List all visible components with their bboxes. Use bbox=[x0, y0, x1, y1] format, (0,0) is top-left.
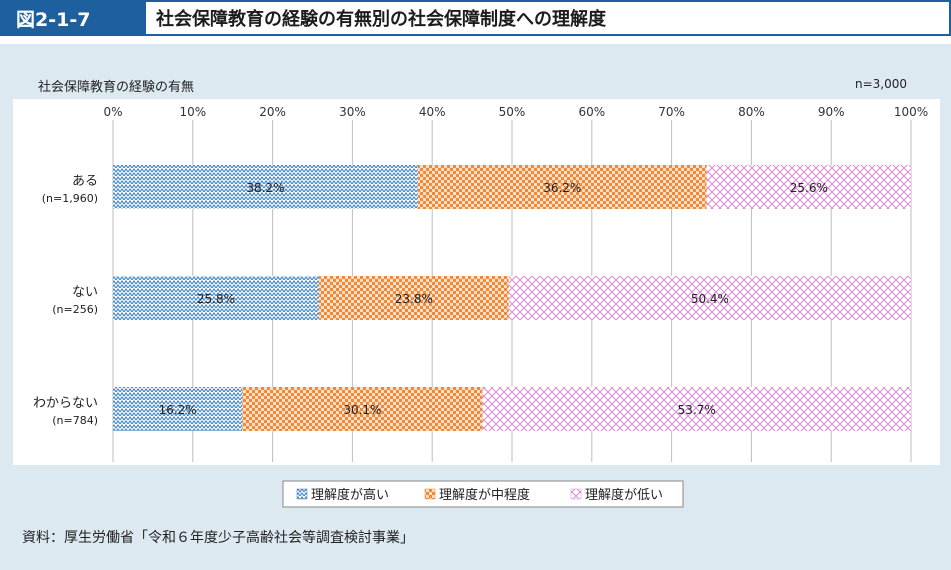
data-label: 30.1% bbox=[343, 403, 381, 417]
data-label: 36.2% bbox=[543, 181, 581, 195]
legend-label: 理解度が高い bbox=[311, 487, 389, 503]
figure-header: 図2-1-7 社会保障教育の経験の有無別の社会保障制度への理解度 bbox=[0, 0, 951, 36]
x-axis-ticks: 0% 10% 20% 30% 40% 50% 60% 70% 80% 90% 100% bbox=[103, 105, 928, 119]
category-n-label: (n=1,960) bbox=[42, 192, 98, 205]
x-tick-label: 80% bbox=[738, 105, 765, 119]
bar-segment bbox=[417, 165, 707, 209]
category-n-label: (n=256) bbox=[52, 303, 98, 316]
bar-segment bbox=[113, 387, 243, 431]
figure-title: 社会保障教育の経験の有無別の社会保障制度への理解度 bbox=[146, 0, 951, 36]
bar-segment bbox=[706, 165, 911, 209]
bar-segment bbox=[508, 276, 911, 320]
data-label: 25.6% bbox=[790, 181, 828, 195]
x-tick-label: 50% bbox=[499, 105, 526, 119]
x-tick-label: 0% bbox=[103, 105, 122, 119]
x-tick-label: 100% bbox=[894, 105, 928, 119]
data-label: 23.8% bbox=[395, 292, 433, 306]
legend-swatch bbox=[570, 488, 582, 500]
legend-swatch bbox=[296, 488, 308, 500]
data-label: 38.2% bbox=[246, 181, 284, 195]
bar-segment bbox=[318, 276, 509, 320]
x-tick-label: 20% bbox=[259, 105, 286, 119]
legend-label: 理解度が低い bbox=[585, 487, 663, 503]
x-tick-label: 60% bbox=[578, 105, 605, 119]
bar-segment bbox=[242, 387, 483, 431]
category-axis-title: 社会保障教育の経験の有無 bbox=[38, 79, 194, 95]
category-labels: ある (n=1,960) ない (n=256) わからない (n=784) bbox=[33, 174, 98, 427]
source-note: 資料：厚生労働省「令和６年度少子高齢社会等調査検討事業」 bbox=[22, 530, 414, 546]
x-tick-label: 40% bbox=[419, 105, 446, 119]
legend: 理解度が高い 理解度が中程度 理解度が低い bbox=[282, 480, 684, 508]
data-label: 25.8% bbox=[197, 292, 235, 306]
x-tick-label: 90% bbox=[818, 105, 845, 119]
sample-note: n=3,000 bbox=[855, 77, 907, 91]
x-tick-label: 10% bbox=[179, 105, 206, 119]
bar-segment bbox=[113, 165, 418, 209]
bar-segment bbox=[482, 387, 911, 431]
category-label: わからない bbox=[33, 396, 98, 411]
legend-box bbox=[282, 480, 684, 508]
category-n-label: (n=784) bbox=[52, 414, 98, 427]
bar-segment bbox=[113, 276, 319, 320]
legend-swatch bbox=[424, 488, 436, 500]
bars: 38.2% 36.2% 25.6% 25.8% 23.8% 50.4% 16.2% 30.1%… bbox=[113, 165, 911, 431]
data-label: 16.2% bbox=[159, 403, 197, 417]
legend-label: 理解度が中程度 bbox=[439, 487, 530, 503]
data-label: 50.4% bbox=[691, 292, 729, 306]
x-tick-label: 30% bbox=[339, 105, 366, 119]
category-label: ない bbox=[72, 285, 98, 300]
category-label: ある bbox=[72, 174, 98, 189]
x-tick-label: 70% bbox=[658, 105, 685, 119]
data-label: 53.7% bbox=[678, 403, 716, 417]
figure-label: 図2-1-7 bbox=[0, 0, 146, 36]
